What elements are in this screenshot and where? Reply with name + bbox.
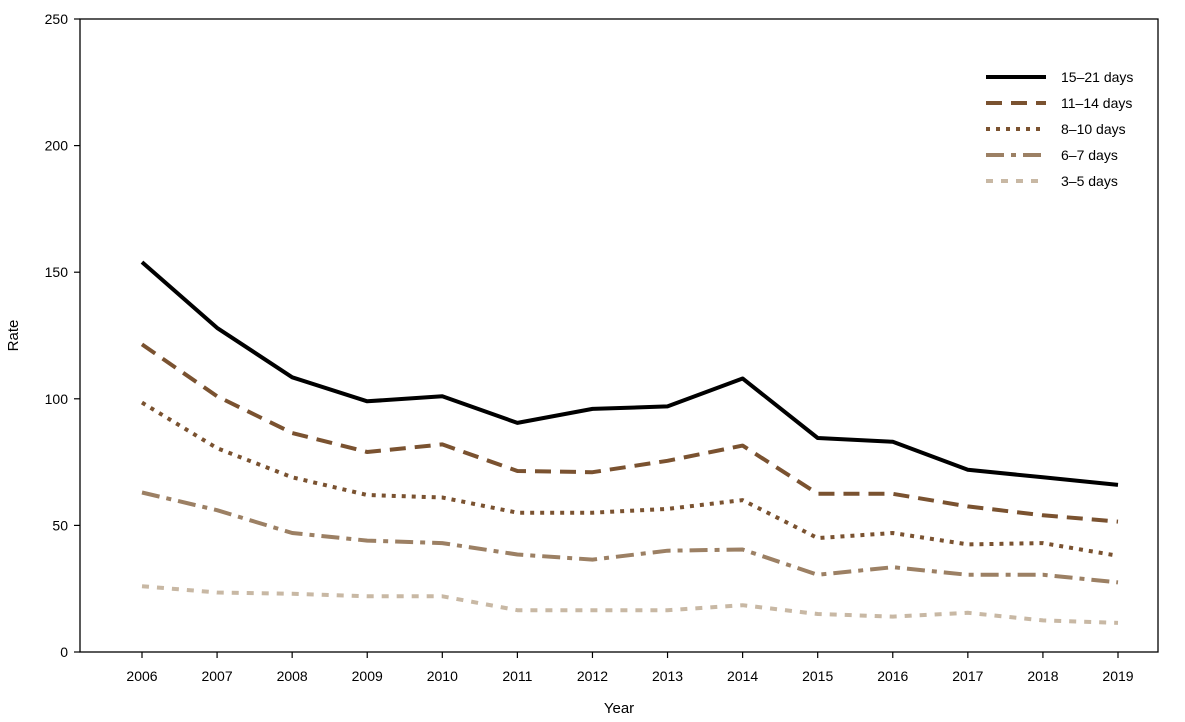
y-tick-label: 150 xyxy=(45,264,69,280)
y-tick-label: 100 xyxy=(45,391,69,407)
y-tick-label: 0 xyxy=(60,644,68,660)
plot-frame xyxy=(79,18,1159,653)
x-tick-label: 2017 xyxy=(952,668,983,684)
x-tick-label: 2011 xyxy=(502,668,532,684)
series-line-2 xyxy=(140,400,1119,558)
x-tick-label: 2012 xyxy=(577,668,608,684)
legend-label-4: 3–5 days xyxy=(1061,173,1118,189)
x-tick-label: 2016 xyxy=(877,668,908,684)
legend-label-0: 15–21 days xyxy=(1061,69,1133,85)
x-axis-title: Year xyxy=(604,700,634,717)
legend-label-2: 8–10 days xyxy=(1061,121,1126,137)
x-tick-label: 2010 xyxy=(427,668,458,684)
y-tick-label: 250 xyxy=(45,11,69,27)
series-layer xyxy=(140,260,1119,625)
legend: 15–21 days 11–14 days 8–10 days 6–7 days 3–5… xyxy=(986,69,1133,189)
x-tick-label: 2015 xyxy=(802,668,833,684)
series-line-3 xyxy=(141,490,1119,585)
series-line-4 xyxy=(141,584,1119,625)
series-line-0 xyxy=(140,260,1119,487)
legend-label-3: 6–7 days xyxy=(1061,147,1118,163)
x-tick-label: 2008 xyxy=(277,668,308,684)
x-tick-label: 2019 xyxy=(1102,668,1133,684)
series-line-1 xyxy=(140,342,1119,524)
x-tick-label: 2009 xyxy=(352,668,383,684)
axes: 0 50 100 150 200 250 2006 2007 2008 2009 2010 2011 2… xyxy=(5,11,1159,717)
x-tick-label: 2013 xyxy=(652,668,683,684)
y-tick-label: 200 xyxy=(45,138,69,154)
x-tick-label: 2018 xyxy=(1027,668,1058,684)
x-tick-label: 2006 xyxy=(126,668,157,684)
y-tick-label: 50 xyxy=(52,517,68,533)
y-axis-title: Rate xyxy=(5,320,22,352)
x-tick-label: 2007 xyxy=(201,668,232,684)
x-tick-label: 2014 xyxy=(727,668,758,684)
legend-label-1: 11–14 days xyxy=(1061,95,1132,111)
